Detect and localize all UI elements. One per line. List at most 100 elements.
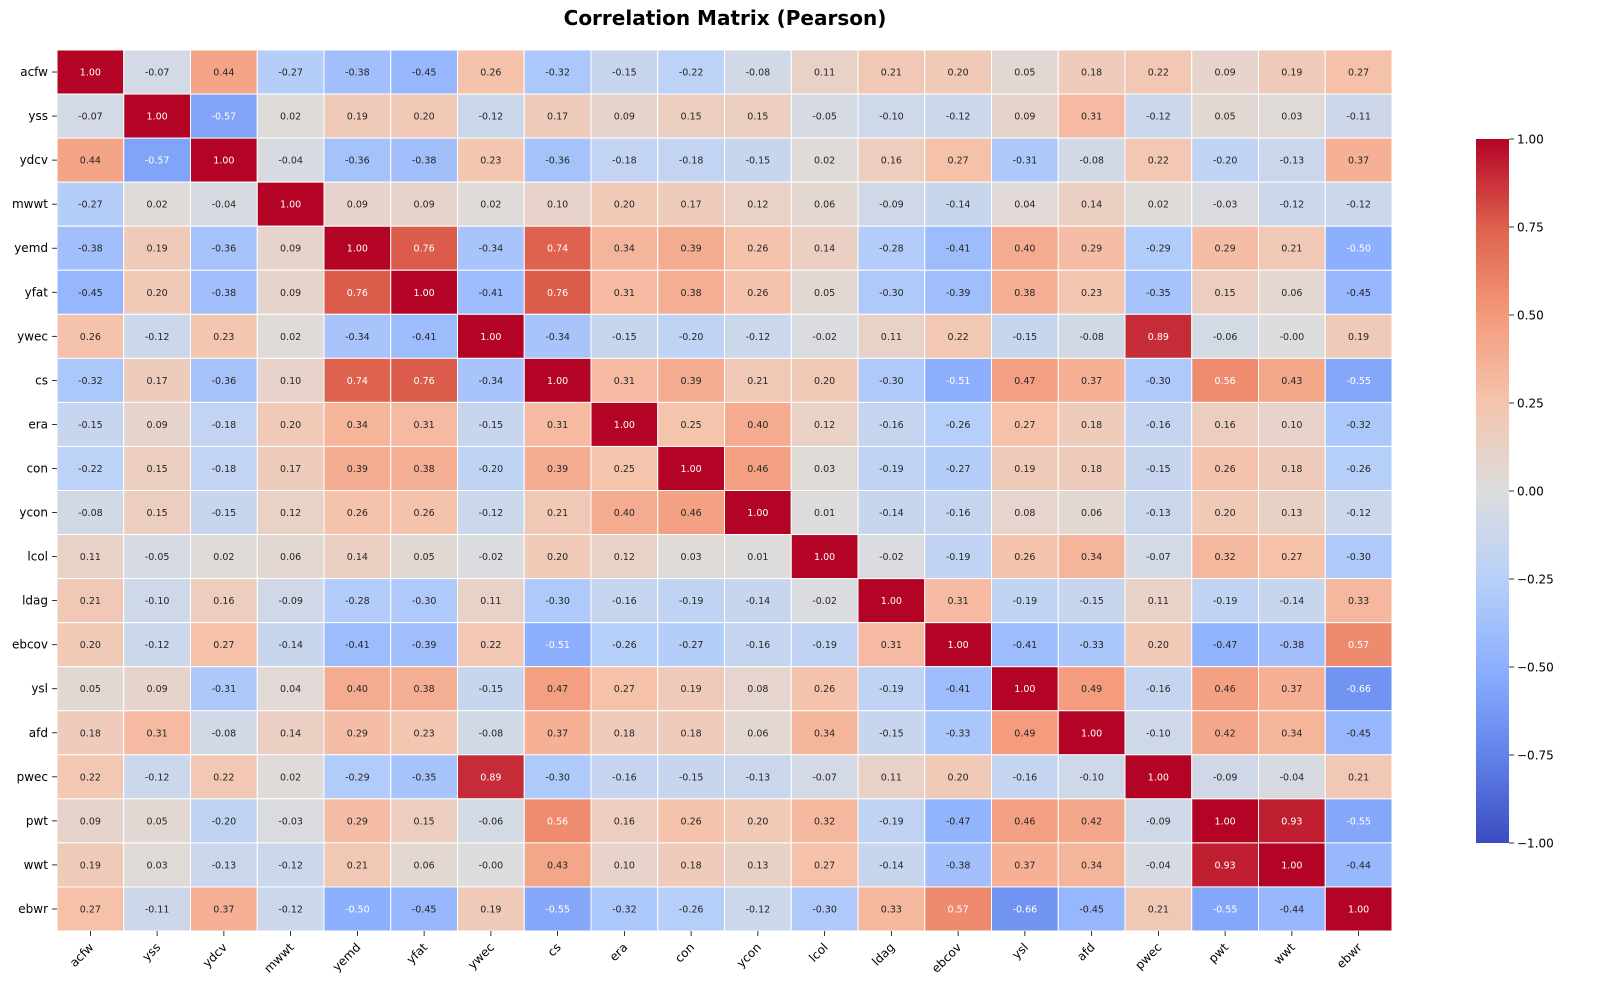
cell-value-label: -0.19 bbox=[879, 684, 904, 695]
heatmap-cell-pwec-yss bbox=[123, 754, 191, 800]
cell-value-label: 0.08 bbox=[747, 684, 768, 695]
cell-value-label: -0.07 bbox=[78, 112, 103, 123]
heatmap-cell-mwwt-ebcov bbox=[924, 181, 992, 227]
heatmap-cell-ywec-ydcv bbox=[190, 313, 258, 359]
heatmap-cell-con-ysl bbox=[991, 445, 1059, 492]
heatmap-cell-yemd-pwec bbox=[1124, 225, 1193, 271]
cell-value-label: 0.32 bbox=[1215, 552, 1236, 563]
cell-value-label: 0.40 bbox=[1014, 244, 1035, 255]
cell-value-label: -0.12 bbox=[479, 112, 504, 123]
cell-value-label: 0.17 bbox=[147, 376, 168, 387]
cell-value-label: -0.14 bbox=[879, 860, 904, 871]
cell-value-label: -0.18 bbox=[612, 156, 637, 167]
heatmap-cell-lcol-ysl bbox=[991, 534, 1059, 580]
heatmap-cell-ldag-ebwr bbox=[1324, 578, 1393, 624]
cell-value-label: 0.25 bbox=[681, 420, 702, 431]
cell-value-label: 0.17 bbox=[280, 464, 301, 475]
heatmap-cell-yfat-afd bbox=[1057, 269, 1126, 315]
heatmap-cell-ydcv-yss bbox=[123, 137, 191, 183]
heatmap-cell-cs-pwec bbox=[1124, 357, 1193, 403]
heatmap-cell-yfat-mwwt bbox=[256, 269, 325, 315]
heatmap-cell-era-ebwr bbox=[1324, 401, 1393, 447]
cell-value-label: 0.18 bbox=[1081, 420, 1102, 431]
heatmap-cell-afd-yss bbox=[123, 710, 191, 756]
heatmap-cell-con-ldag bbox=[857, 445, 926, 492]
cell-value-label: -0.38 bbox=[946, 860, 971, 871]
cell-value-label: 0.33 bbox=[1348, 596, 1369, 607]
cell-value-label: 1.00 bbox=[814, 552, 835, 563]
heatmap-cell-yemd-ywec bbox=[457, 225, 525, 271]
cell-value-label: 0.19 bbox=[1281, 68, 1302, 79]
heatmap-cell-ebwr-ebwr bbox=[1324, 886, 1393, 932]
colorbar: −1.00 −0.75 −0.50 −0.25 0.00 0.25 0.50 0.75 1.00 bbox=[1476, 133, 1554, 851]
heatmap-cell-cs-ebcov bbox=[924, 357, 992, 403]
heatmap-cell-con-ydcv bbox=[190, 445, 258, 492]
heatmap-cell-era-yss bbox=[123, 401, 191, 447]
cell-value-label: 0.38 bbox=[414, 464, 435, 475]
heatmap-cell-ebcov-ysl bbox=[991, 622, 1059, 668]
cell-value-label: -0.51 bbox=[545, 640, 570, 651]
cell-value-label: -0.04 bbox=[278, 156, 303, 167]
cell-value-label: 0.05 bbox=[414, 552, 435, 563]
column-label-pwt: pwt bbox=[1206, 940, 1232, 966]
heatmap-cell-pwec-ebwr bbox=[1324, 754, 1393, 800]
heatmap-cell-ysl-wwt bbox=[1258, 666, 1326, 712]
cell-value-label: -0.08 bbox=[1079, 156, 1104, 167]
cell-value-label: 0.31 bbox=[147, 728, 168, 739]
heatmap-cell-pwec-ldag bbox=[857, 754, 926, 800]
cell-value-label: 0.26 bbox=[1215, 464, 1236, 475]
cell-value-label: 0.10 bbox=[614, 860, 635, 871]
heatmap-cell-pwec-ebcov bbox=[924, 754, 992, 800]
heatmap-cell-era-wwt bbox=[1258, 401, 1326, 447]
heatmap-cell-con-yss bbox=[123, 445, 191, 492]
column-label-ysl: ysl bbox=[1009, 940, 1031, 962]
cell-value-label: 0.26 bbox=[80, 332, 101, 343]
heatmap-cell-yfat-yemd bbox=[323, 269, 392, 315]
heatmap-cell-lcol-yfat bbox=[390, 534, 458, 580]
heatmap-cell-mwwt-pwt bbox=[1191, 181, 1259, 227]
heatmap-cell-yemd-cs bbox=[523, 225, 592, 271]
heatmap-cell-yss-ycon bbox=[724, 93, 792, 139]
cell-value-label: 0.27 bbox=[614, 684, 635, 695]
cell-value-label: -0.29 bbox=[345, 772, 370, 783]
heatmap-cell-yss-ydcv bbox=[190, 93, 258, 139]
cell-value-label: 0.20 bbox=[80, 640, 101, 651]
cell-value-label: 0.93 bbox=[1281, 816, 1302, 827]
cell-value-label: 0.10 bbox=[280, 376, 301, 387]
cell-value-label: -0.19 bbox=[1013, 596, 1038, 607]
cell-value-label: -0.13 bbox=[746, 772, 771, 783]
cell-value-label: 0.19 bbox=[1014, 464, 1035, 475]
heatmap-cell-ebwr-pwec bbox=[1124, 886, 1193, 932]
heatmap-cell-wwt-ydcv bbox=[190, 842, 258, 888]
heatmap-cell-afd-con bbox=[657, 710, 725, 756]
cell-value-label: 0.15 bbox=[147, 464, 168, 475]
heatmap-cell-yss-yss bbox=[123, 93, 191, 139]
cell-value-label: 0.18 bbox=[1081, 68, 1102, 79]
cell-value-label: 0.20 bbox=[414, 112, 435, 123]
heatmap-cell-acfw-lcol bbox=[790, 49, 859, 95]
cell-value-label: 1.00 bbox=[681, 464, 702, 475]
cell-value-label: -0.15 bbox=[879, 728, 904, 739]
cell-value-label: -0.16 bbox=[946, 508, 971, 519]
cell-value-label: -0.19 bbox=[812, 640, 837, 651]
cell-value-label: -0.04 bbox=[1280, 772, 1305, 783]
heatmap-cell-ebcov-yemd bbox=[323, 622, 392, 668]
heatmap-cell-wwt-ysl bbox=[991, 842, 1059, 888]
row-label-yemd: yemd bbox=[14, 241, 48, 255]
cell-value-label: 0.15 bbox=[681, 112, 702, 123]
heatmap-cell-ywec-ebcov bbox=[924, 313, 992, 359]
cell-value-label: 0.38 bbox=[414, 684, 435, 695]
heatmap-cell-yfat-wwt bbox=[1258, 269, 1326, 315]
cell-value-label: -0.12 bbox=[1346, 508, 1371, 519]
cell-value-label: 0.22 bbox=[213, 772, 234, 783]
cell-value-label: 0.20 bbox=[948, 68, 969, 79]
cell-value-label: -0.06 bbox=[1213, 332, 1238, 343]
heatmap-cell-ysl-mwwt bbox=[256, 666, 325, 712]
heatmap-cell-ywec-yss bbox=[123, 313, 191, 359]
heatmap-cell-acfw-pwec bbox=[1124, 49, 1193, 95]
heatmap-cell-wwt-cs bbox=[523, 842, 592, 888]
colorbar-tick-label: 0.25 bbox=[1517, 397, 1544, 411]
cell-value-label: 0.17 bbox=[547, 112, 568, 123]
cell-value-label: 0.37 bbox=[1281, 684, 1302, 695]
cell-value-label: 0.44 bbox=[213, 68, 234, 79]
